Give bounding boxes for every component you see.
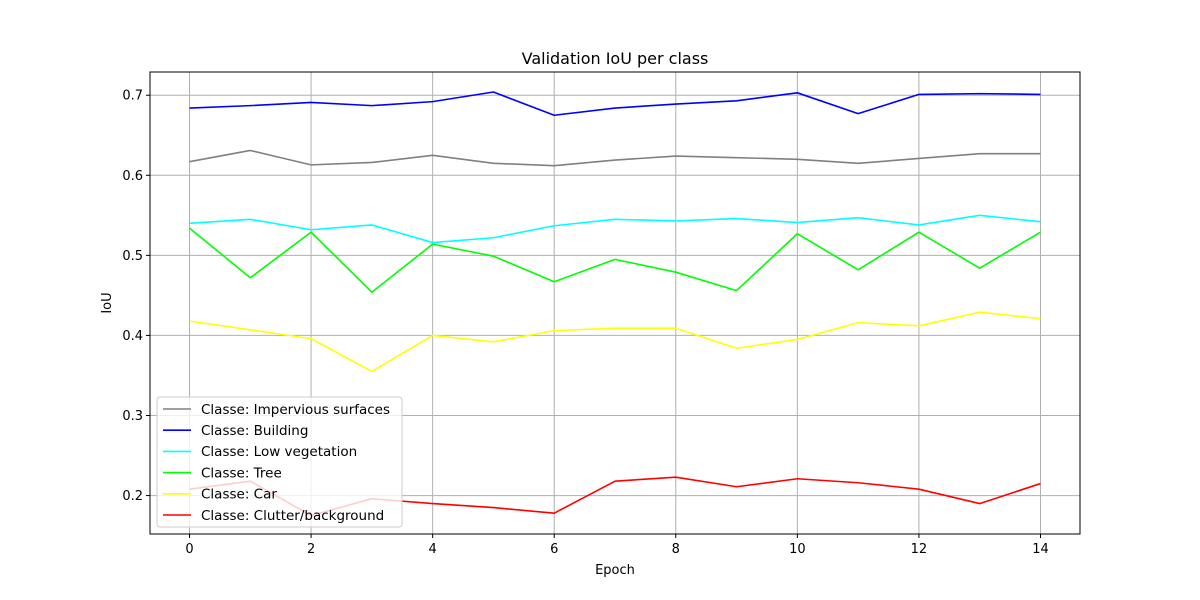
x-tick-label: 10	[789, 542, 806, 557]
x-tick-label: 2	[307, 542, 315, 557]
legend-label: Classe: Low vegetation	[201, 444, 357, 460]
y-tick-label: 0.3	[122, 409, 143, 424]
legend-label: Classe: Car	[201, 487, 277, 503]
y-tick-label: 0.7	[122, 89, 143, 104]
x-tick-label: 0	[185, 542, 193, 557]
grid	[150, 72, 1080, 534]
x-tick-label: 14	[1032, 542, 1049, 557]
y-tick-label: 0.2	[122, 489, 143, 504]
x-axis-label: Epoch	[595, 563, 635, 578]
chart-title: Validation IoU per class	[522, 49, 709, 68]
x-tick-label: 12	[911, 542, 928, 557]
plot-frame	[149, 71, 1081, 535]
x-axis-ticks: 0 2 4 6 8 10 12 14	[185, 534, 1049, 557]
y-tick-label: 0.6	[122, 169, 143, 184]
legend-box	[156, 396, 403, 528]
series-line	[189, 149, 1041, 167]
series-lines	[189, 91, 1041, 517]
legend-label: Classe: Impervious surfaces	[201, 402, 390, 418]
y-tick-label: 0.5	[122, 249, 143, 264]
x-tick-label: 8	[672, 542, 680, 557]
legend-label: Classe: Clutter/background	[201, 508, 384, 524]
series-line	[189, 214, 1041, 244]
legend-entries: Classe: Impervious surfaces Classe: Build…	[163, 402, 390, 524]
x-tick-label: 4	[429, 542, 437, 557]
y-axis-ticks: 0.2 0.3 0.4 0.5 0.6 0.7	[122, 89, 150, 504]
y-axis-label: IoU	[100, 292, 115, 313]
legend: Classe: Impervious surfaces Classe: Build…	[156, 396, 403, 528]
series-line	[189, 227, 1041, 293]
y-tick-label: 0.4	[122, 329, 143, 344]
legend-label: Classe: Building	[201, 423, 308, 439]
legend-label: Classe: Tree	[201, 465, 282, 481]
series-line	[189, 91, 1041, 117]
x-tick-label: 6	[550, 542, 558, 557]
series-line	[189, 311, 1041, 373]
